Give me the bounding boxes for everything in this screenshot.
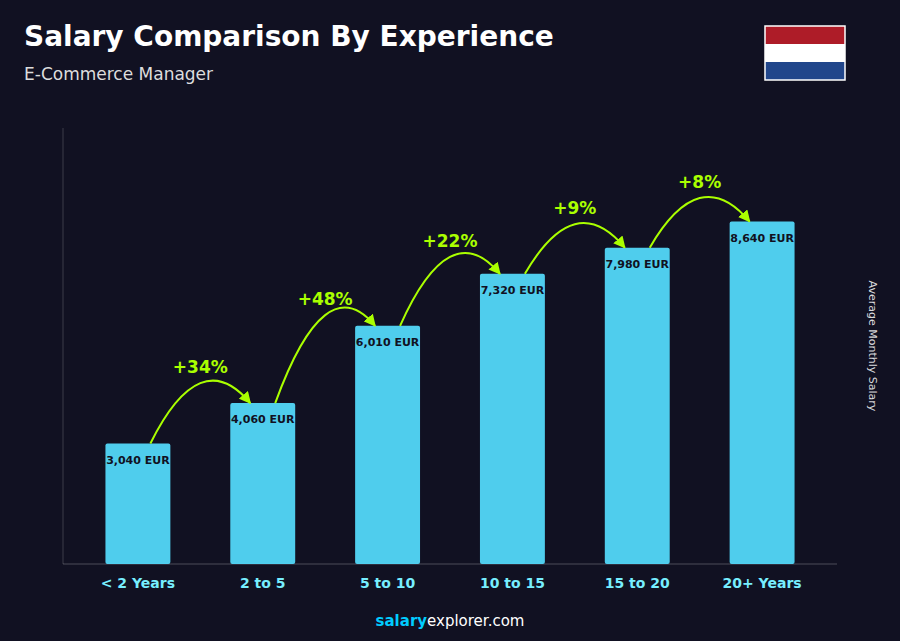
bar [105,444,170,564]
bar [730,222,795,564]
data-label: 8,640 EUR [730,232,794,245]
footer-part: explorer.com [427,612,524,630]
annotation: +34% [173,357,228,377]
flag-stripe [765,44,845,62]
bar [230,403,295,564]
data-label: 4,060 EUR [231,413,295,426]
x-tick-label: 10 to 15 [480,575,545,591]
bar [605,248,670,564]
title: Salary Comparison By Experience [24,20,554,53]
data-label: 3,040 EUR [106,454,170,467]
annotation: +8% [678,172,721,192]
x-axis-line [63,564,837,565]
change-arrow [400,253,500,326]
annotation: +48% [298,289,353,309]
data-label: 6,010 EUR [356,336,420,349]
flag-stripe [765,26,845,44]
annotation: +9% [553,198,596,218]
flag [765,26,845,80]
x-tick-label: 20+ Years [723,575,802,591]
y-axis-line [63,128,64,564]
footer-part: salary [376,612,428,630]
y-axis-label: Average Monthly Salary [866,281,879,412]
change-arrow [275,308,375,404]
x-tick-label: 15 to 20 [605,575,670,591]
footer: salaryexplorer.com [376,612,525,630]
chart-container: Salary Comparison By Experience E-Commerc… [0,0,900,641]
subtitle: E-Commerce Manager [24,64,213,84]
chart-svg: Salary Comparison By Experience E-Commerc… [0,0,900,641]
change-arrow [150,381,250,444]
x-tick-label: 5 to 10 [360,575,416,591]
plot-area [105,222,794,564]
change-arrow [650,197,750,248]
data-label: 7,320 EUR [481,284,545,297]
change-arrow [525,223,625,274]
bar [480,274,545,564]
bar [355,326,420,564]
annotation: +22% [423,231,478,251]
x-tick-label: 2 to 5 [240,575,286,591]
x-tick-label: < 2 Years [101,575,175,591]
flag-stripe [765,62,845,80]
data-label: 7,980 EUR [605,258,669,271]
background [0,0,900,641]
flag-border [765,26,845,80]
